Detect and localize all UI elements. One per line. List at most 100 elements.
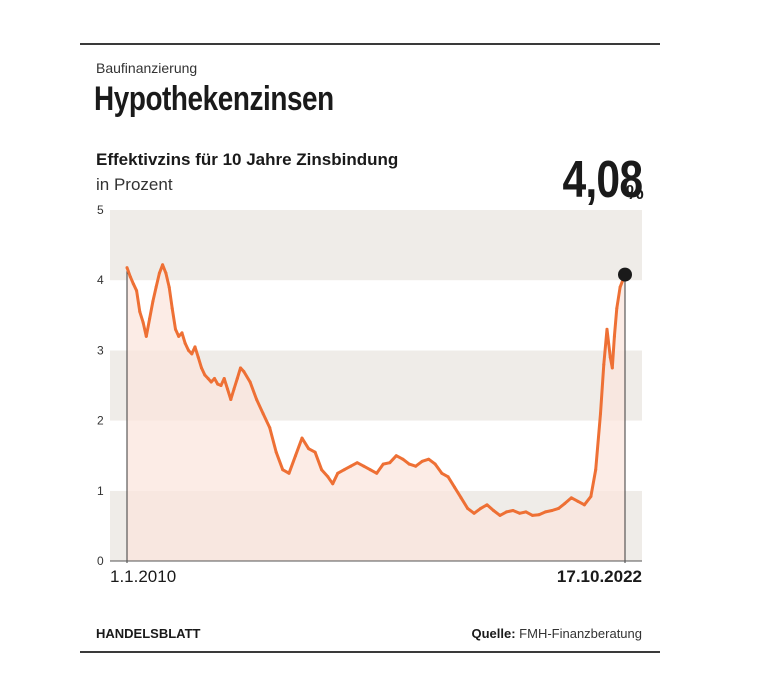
data-point [151, 299, 155, 303]
data-point [433, 462, 437, 466]
data-point [239, 366, 243, 370]
data-point [598, 412, 602, 416]
data-point [537, 513, 541, 517]
data-point [569, 496, 573, 500]
data-point [479, 506, 483, 510]
y-tick-label: 0 [97, 554, 104, 568]
page-title: Hypothekenzinsen [94, 80, 334, 118]
data-point [219, 384, 223, 387]
data-point [274, 450, 278, 454]
series-area [127, 264, 625, 561]
data-point [193, 345, 197, 349]
data-point [485, 503, 489, 507]
data-point [375, 471, 379, 475]
highlight-unit: % [626, 182, 644, 204]
data-point [342, 468, 346, 472]
bottom-rule [80, 651, 660, 653]
data-point [170, 306, 174, 310]
data-point [420, 459, 424, 463]
data-point [235, 376, 239, 380]
data-point [261, 412, 265, 416]
data-point [281, 468, 285, 472]
data-point [226, 387, 230, 391]
data-point [381, 462, 385, 466]
data-point [511, 508, 515, 512]
data-point [203, 373, 207, 377]
data-point [313, 450, 317, 454]
y-tick-label: 3 [97, 343, 104, 357]
data-point [610, 366, 614, 370]
data-point [294, 454, 298, 458]
data-point [209, 380, 213, 384]
data-point [336, 471, 340, 475]
data-point [144, 334, 148, 338]
data-point [355, 461, 359, 465]
data-point [248, 380, 252, 384]
data-point [326, 475, 330, 479]
data-point [453, 485, 457, 489]
data-point [300, 436, 304, 440]
data-point [177, 334, 181, 338]
data-point [173, 327, 177, 331]
data-point [213, 376, 217, 380]
data-point [255, 398, 259, 402]
data-point [268, 426, 272, 430]
brand-label: HANDELSBLATT [96, 626, 201, 641]
data-point [206, 376, 210, 380]
data-point [602, 362, 606, 366]
data-point [498, 513, 502, 517]
data-point [196, 355, 200, 359]
data-point [331, 482, 335, 486]
y-tick-label: 4 [97, 273, 104, 287]
data-point [242, 369, 246, 373]
grid-band [110, 280, 642, 351]
data-point [504, 510, 508, 514]
data-point [125, 266, 129, 270]
data-point [135, 289, 139, 293]
data-point [183, 341, 187, 345]
data-point [368, 468, 372, 472]
data-point [200, 366, 204, 370]
data-point [154, 285, 158, 289]
data-point [407, 462, 411, 466]
data-point [229, 398, 233, 402]
data-point [615, 306, 619, 310]
grid-band [110, 210, 642, 281]
data-point [466, 506, 470, 510]
data-point [440, 471, 444, 475]
source-note: Quelle: FMH-Finanzberatung [471, 626, 642, 641]
data-point [401, 457, 405, 461]
data-point [618, 285, 622, 289]
y-tick-label: 2 [97, 414, 104, 428]
data-point [563, 501, 567, 505]
data-point [589, 494, 593, 498]
data-point [427, 457, 431, 461]
source-value: FMH-Finanzberatung [519, 626, 642, 641]
data-point [459, 496, 463, 500]
data-point [388, 461, 392, 465]
kicker: Baufinanzierung [96, 60, 198, 76]
data-point [128, 275, 132, 279]
data-point [491, 508, 495, 512]
data-point [582, 503, 586, 507]
end-point-marker [618, 267, 632, 282]
data-point [164, 271, 168, 275]
data-point [232, 387, 236, 391]
data-point [222, 376, 226, 380]
y-axis: 0 1 2 3 4 5 [97, 203, 104, 568]
data-point [187, 348, 191, 352]
data-point [138, 310, 142, 314]
y-tick-label: 1 [97, 484, 104, 498]
data-point [543, 510, 547, 514]
data-point [594, 468, 598, 472]
data-point [157, 271, 161, 275]
data-point [518, 511, 522, 515]
data-point [608, 355, 612, 359]
top-rule [80, 43, 660, 45]
data-point [180, 331, 184, 335]
data-point [161, 263, 165, 267]
data-point [530, 513, 534, 517]
data-point [550, 508, 554, 512]
data-point [414, 464, 418, 468]
